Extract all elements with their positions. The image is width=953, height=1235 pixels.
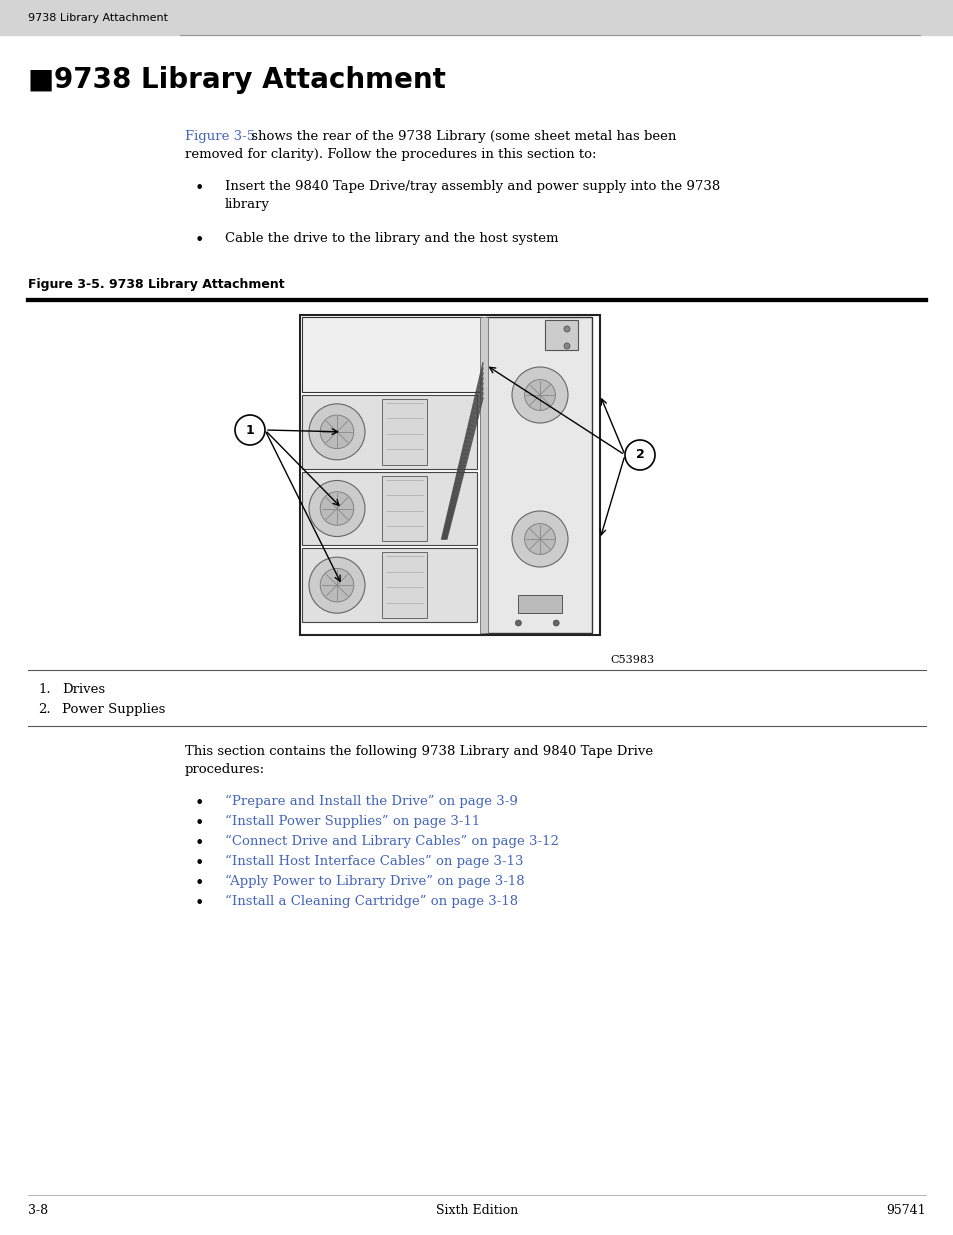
Text: “Prepare and Install the Drive” on page 3-9: “Prepare and Install the Drive” on page … xyxy=(225,795,517,808)
Text: •: • xyxy=(194,180,204,198)
Text: 2: 2 xyxy=(635,448,643,462)
Circle shape xyxy=(309,404,365,459)
Text: •: • xyxy=(194,876,204,892)
Bar xyxy=(381,475,427,541)
Text: 9738 Library Attachment: 9738 Library Attachment xyxy=(28,14,168,23)
Text: “Install Host Interface Cables” on page 3-13: “Install Host Interface Cables” on page … xyxy=(225,855,523,868)
Text: ■: ■ xyxy=(28,65,54,94)
Text: shows the rear of the 9738 Library (some sheet metal has been: shows the rear of the 9738 Library (some… xyxy=(247,130,676,143)
Text: This section contains the following 9738 Library and 9840 Tape Drive: This section contains the following 9738… xyxy=(185,745,653,758)
Bar xyxy=(302,548,476,622)
Circle shape xyxy=(563,343,569,350)
Bar xyxy=(485,317,592,634)
Bar xyxy=(479,317,488,634)
Text: •: • xyxy=(194,232,204,249)
Bar xyxy=(302,317,481,391)
Circle shape xyxy=(320,568,354,601)
Text: “Install Power Supplies” on page 3-11: “Install Power Supplies” on page 3-11 xyxy=(225,815,479,829)
Text: •: • xyxy=(194,795,204,811)
Text: Sixth Edition: Sixth Edition xyxy=(436,1203,517,1216)
Text: library: library xyxy=(225,198,270,211)
Text: “Connect Drive and Library Cables” on page 3-12: “Connect Drive and Library Cables” on pa… xyxy=(225,835,558,848)
Circle shape xyxy=(309,480,365,536)
Text: •: • xyxy=(194,835,204,852)
Circle shape xyxy=(512,511,567,567)
Text: Insert the 9840 Tape Drive/tray assembly and power supply into the 9738: Insert the 9840 Tape Drive/tray assembly… xyxy=(225,180,720,193)
Circle shape xyxy=(309,557,365,613)
Bar xyxy=(299,315,599,635)
Text: •: • xyxy=(194,855,204,872)
Text: 3-8: 3-8 xyxy=(28,1203,48,1216)
Text: Figure 3-5: Figure 3-5 xyxy=(185,130,254,143)
Circle shape xyxy=(515,620,521,626)
Bar xyxy=(517,595,561,613)
Text: Figure 3-5. 9738 Library Attachment: Figure 3-5. 9738 Library Attachment xyxy=(28,278,284,291)
Text: 2.: 2. xyxy=(38,703,51,716)
Text: Drives: Drives xyxy=(62,683,105,697)
Circle shape xyxy=(624,440,655,471)
Circle shape xyxy=(524,524,555,555)
Circle shape xyxy=(512,367,567,424)
Bar xyxy=(302,472,476,546)
Text: “Install a Cleaning Cartridge” on page 3-18: “Install a Cleaning Cartridge” on page 3… xyxy=(225,895,517,908)
Text: removed for clarity). Follow the procedures in this section to:: removed for clarity). Follow the procedu… xyxy=(185,148,596,161)
Circle shape xyxy=(553,620,558,626)
Circle shape xyxy=(563,326,569,332)
Bar xyxy=(545,320,578,350)
Text: 1.: 1. xyxy=(38,683,51,697)
Text: “Apply Power to Library Drive” on page 3-18: “Apply Power to Library Drive” on page 3… xyxy=(225,876,524,888)
Text: Power Supplies: Power Supplies xyxy=(62,703,165,716)
Text: •: • xyxy=(194,895,204,911)
Bar xyxy=(0,0,953,35)
Text: procedures:: procedures: xyxy=(185,763,265,776)
Bar xyxy=(381,552,427,618)
Circle shape xyxy=(234,415,265,445)
Bar xyxy=(302,395,476,468)
Circle shape xyxy=(320,415,354,448)
Circle shape xyxy=(524,379,555,410)
Bar xyxy=(381,399,427,464)
Text: 1: 1 xyxy=(245,424,254,436)
Text: 95741: 95741 xyxy=(885,1203,925,1216)
Text: C53983: C53983 xyxy=(609,655,654,664)
Text: Cable the drive to the library and the host system: Cable the drive to the library and the h… xyxy=(225,232,558,245)
Text: 9738 Library Attachment: 9738 Library Attachment xyxy=(54,65,445,94)
Circle shape xyxy=(320,492,354,525)
Text: •: • xyxy=(194,815,204,832)
